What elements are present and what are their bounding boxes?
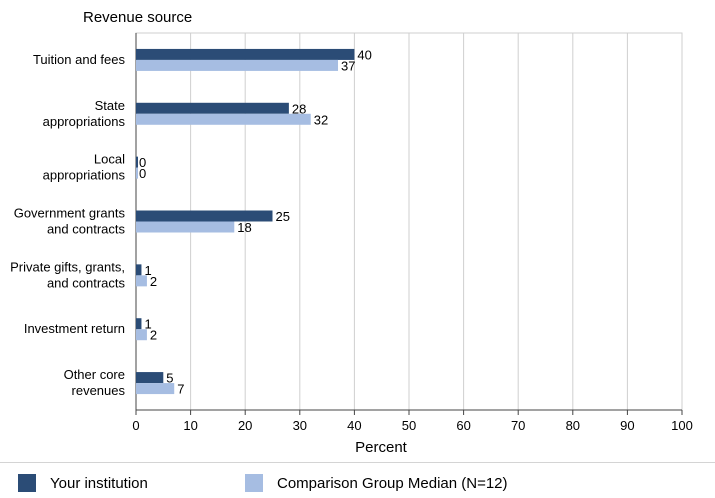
data-label: 0: [139, 155, 146, 170]
x-tick-label: 60: [456, 418, 470, 433]
category-label: State: [95, 98, 125, 113]
data-label: 1: [144, 317, 151, 332]
data-label: 28: [292, 101, 306, 116]
category-label: appropriations: [43, 168, 126, 183]
legend-label-comparison-group: Comparison Group Median (N=12): [277, 474, 508, 492]
legend-item-comparison-group: Comparison Group Median (N=12): [245, 474, 508, 492]
data-label: 32: [314, 112, 328, 127]
x-tick-label: 90: [620, 418, 634, 433]
x-tick-label: 100: [671, 418, 693, 433]
category-label: Government grants: [14, 206, 126, 221]
data-label: 5: [166, 371, 173, 386]
category-label: and contracts: [47, 222, 126, 237]
category-label: Other core: [64, 367, 125, 382]
data-label: 7: [177, 382, 184, 397]
data-label: 2: [150, 274, 157, 289]
data-label: 37: [341, 58, 355, 73]
category-label: and contracts: [47, 275, 126, 290]
x-tick-label: 0: [132, 418, 139, 433]
legend-item-your-institution: Your institution: [18, 474, 148, 492]
bar-comparison-group: [136, 275, 147, 287]
bar-your-institution: [136, 48, 355, 60]
legend-swatch-your-institution: [18, 474, 36, 492]
category-label: Local: [94, 152, 125, 167]
x-tick-label: 80: [566, 418, 580, 433]
category-label: appropriations: [43, 114, 126, 129]
data-label: 2: [150, 328, 157, 343]
data-label: 0: [139, 166, 146, 181]
bar-comparison-group: [136, 113, 311, 125]
x-tick-label: 10: [183, 418, 197, 433]
chart-title: Revenue source: [83, 9, 192, 26]
bar-your-institution: [136, 264, 142, 276]
bar-your-institution: [136, 102, 289, 114]
legend-swatch-comparison-group: [245, 474, 263, 492]
data-label: 1: [144, 263, 151, 278]
bar-your-institution: [136, 372, 164, 384]
bar-your-institution: [136, 318, 142, 330]
category-label: Tuition and fees: [33, 52, 126, 67]
bar-comparison-group: [136, 221, 235, 233]
bar-comparison-group: [136, 59, 339, 71]
data-label: 40: [357, 47, 371, 62]
legend: Your institution Comparison Group Median…: [0, 462, 715, 498]
bar-your-institution: [136, 156, 138, 168]
category-label: Private gifts, grants,: [10, 259, 125, 274]
x-tick-label: 20: [238, 418, 252, 433]
bar-comparison-group: [136, 383, 175, 395]
bar-comparison-group: [136, 167, 138, 179]
bar-your-institution: [136, 210, 273, 222]
data-label: 18: [237, 220, 251, 235]
x-tick-label: 50: [402, 418, 416, 433]
legend-label-your-institution: Your institution: [50, 474, 148, 492]
x-tick-label: 30: [293, 418, 307, 433]
x-axis-label: Percent: [355, 439, 408, 456]
x-tick-label: 70: [511, 418, 525, 433]
bar-comparison-group: [136, 329, 147, 341]
category-label: revenues: [72, 383, 126, 398]
x-tick-label: 40: [347, 418, 361, 433]
category-label: Investment return: [24, 321, 125, 336]
data-label: 25: [276, 209, 290, 224]
